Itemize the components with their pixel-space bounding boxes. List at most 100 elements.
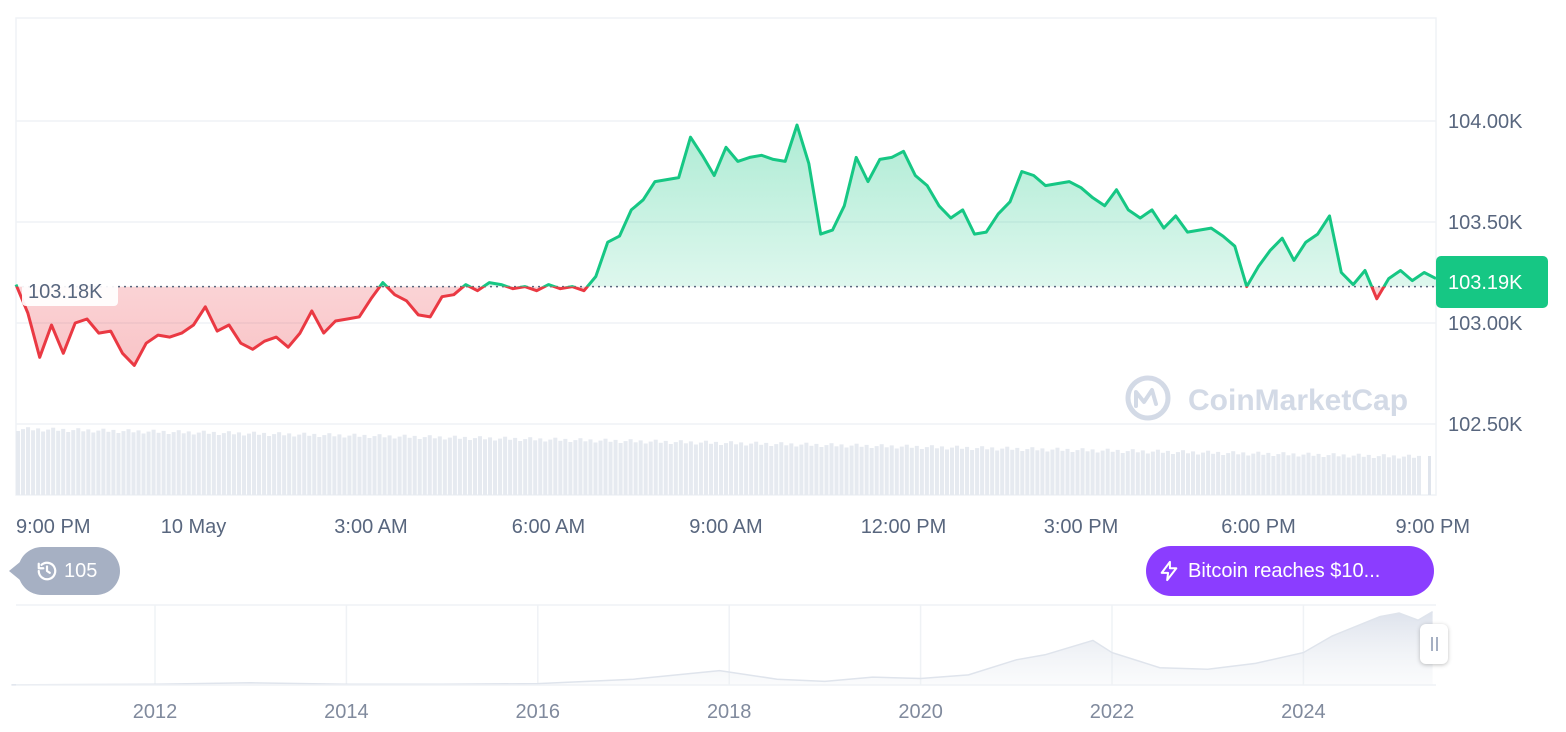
volume-bar — [211, 431, 216, 495]
volume-bar — [437, 436, 442, 495]
x-tick-label: 6:00 AM — [512, 516, 585, 538]
volume-bar — [161, 430, 166, 495]
volume-bar — [267, 436, 272, 495]
volume-bar — [1356, 453, 1361, 495]
volume-bar — [1246, 455, 1251, 495]
volume-bar — [734, 444, 739, 495]
volume-bar — [21, 429, 26, 495]
x-axis: 9:00 PM 10 May 3:00 AM 6:00 AM 9:00 AM 12:00 … — [16, 516, 1470, 538]
volume-bar — [216, 435, 221, 495]
volume-bar — [1000, 448, 1005, 495]
volume-bar — [402, 434, 407, 495]
volume-bar — [1381, 454, 1386, 495]
volume-bars — [16, 427, 1431, 495]
volume-bar — [1366, 454, 1371, 495]
volume-bar — [262, 432, 267, 495]
volume-bar — [1020, 451, 1025, 495]
volume-bar — [46, 429, 51, 495]
volume-bar — [889, 445, 894, 495]
volume-bar — [442, 439, 447, 495]
volume-bar — [965, 446, 970, 495]
volume-bar — [1216, 451, 1221, 495]
volume-bar — [1396, 458, 1401, 495]
volume-bar — [1110, 451, 1115, 495]
volume-bar — [528, 437, 533, 495]
volume-bar — [226, 431, 231, 495]
y-tick-label: 103.50K — [1448, 212, 1523, 234]
volume-bar — [1035, 450, 1040, 495]
volume-bar — [824, 445, 829, 495]
volume-bar — [432, 438, 437, 495]
volume-bar — [1175, 452, 1180, 495]
volume-bar — [357, 436, 362, 495]
volume-bar — [608, 441, 613, 495]
volume-bar — [1180, 450, 1185, 495]
volume-bar — [1060, 450, 1065, 495]
volume-bar — [1326, 455, 1331, 495]
volume-bar — [708, 443, 713, 495]
volume-bar — [794, 446, 799, 495]
volume-bar — [121, 431, 126, 495]
volume-bar — [372, 436, 377, 495]
volume-bar — [272, 434, 277, 495]
history-icon — [36, 560, 58, 582]
volume-bar — [960, 448, 965, 495]
current-price-text: 103.19K — [1448, 272, 1523, 294]
volume-bar — [1211, 453, 1216, 495]
overview-chart[interactable] — [11, 604, 1436, 686]
range-scroll-handle[interactable] — [1420, 624, 1448, 664]
volume-bar — [61, 428, 66, 495]
main-lines — [14, 123, 1437, 367]
volume-bar — [1040, 448, 1045, 495]
volume-bar — [1286, 455, 1291, 495]
volume-bar — [1196, 454, 1201, 495]
volume-bar — [884, 447, 889, 495]
volume-bar — [809, 445, 814, 495]
volume-bar — [71, 430, 76, 495]
volume-bar — [719, 445, 724, 495]
volume-bar — [191, 434, 196, 495]
volume-bar — [698, 442, 703, 495]
coinmarketcap-logo-icon — [1125, 375, 1171, 421]
volume-bar — [914, 445, 919, 495]
volume-bar — [1135, 452, 1140, 495]
volume-bar — [955, 445, 960, 495]
volume-bar — [467, 440, 472, 495]
volume-bar — [663, 440, 668, 495]
volume-bar — [1065, 448, 1070, 495]
volume-bar — [236, 432, 241, 495]
overview-area — [11, 611, 1433, 685]
volume-bar — [1251, 453, 1256, 495]
volume-bar — [598, 440, 603, 495]
history-badge[interactable]: 105 — [9, 547, 120, 595]
volume-bar — [754, 441, 759, 495]
volume-bar — [287, 433, 292, 495]
volume-bar — [779, 442, 784, 495]
volume-bar — [498, 438, 503, 495]
volume-bar — [1125, 451, 1130, 495]
volume-bar — [980, 446, 985, 495]
volume-bar — [764, 442, 769, 495]
current-price-tag: 103.19K — [1436, 256, 1548, 308]
volume-bar — [653, 439, 658, 495]
volume-bar — [1321, 457, 1326, 495]
volume-bar — [1075, 450, 1080, 495]
volume-bar — [397, 436, 402, 495]
volume-bar — [678, 440, 683, 495]
x-tick-label: 9:00 PM — [1396, 516, 1470, 538]
volume-bar — [839, 444, 844, 495]
volume-bar — [1120, 453, 1125, 495]
volume-bar — [131, 432, 136, 495]
volume-bar — [1140, 450, 1145, 495]
volume-bar — [1301, 454, 1306, 495]
reference-price-label: 103.18K — [22, 276, 118, 306]
volume-bar — [407, 437, 412, 495]
volume-bar — [176, 430, 181, 495]
volume-bar — [141, 433, 146, 495]
volume-bar — [1226, 453, 1231, 495]
volume-bar — [618, 443, 623, 495]
volume-bar — [739, 442, 744, 495]
volume-bar — [1236, 454, 1241, 495]
volume-bar — [523, 439, 528, 495]
event-pill[interactable]: Bitcoin reaches $10... — [1146, 546, 1434, 596]
